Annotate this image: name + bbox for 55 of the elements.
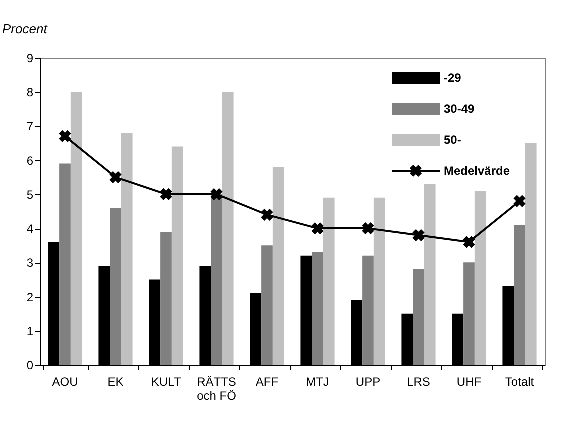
bar	[464, 262, 475, 365]
y-tick-label: 9	[26, 52, 34, 66]
y-tick-label: 5	[26, 188, 34, 202]
point	[463, 236, 476, 248]
point	[261, 208, 274, 221]
legend-label: -29	[444, 71, 462, 85]
point	[59, 130, 72, 143]
x-tick-label: Totalt	[505, 375, 535, 389]
point	[110, 171, 122, 184]
legend-label: Medelvärde	[444, 164, 510, 178]
bar	[514, 225, 526, 365]
x-tick-label: MTJ	[306, 375, 330, 389]
bar	[121, 133, 133, 365]
y-tick-label: 2	[26, 290, 34, 304]
bar	[525, 143, 537, 365]
x-tick-label: EK	[108, 375, 124, 389]
bar	[272, 167, 284, 365]
point	[210, 188, 223, 201]
bar	[160, 232, 172, 365]
bar	[323, 198, 335, 365]
y-tick-label: 1	[26, 324, 34, 338]
y-tick-label: 4	[26, 222, 34, 236]
x-tick-label: AFF	[256, 375, 279, 389]
bar	[474, 191, 486, 365]
bar	[262, 246, 273, 365]
bar	[211, 194, 222, 365]
y-tick-label: 3	[26, 256, 34, 270]
x-tick-label: UPP	[356, 375, 381, 389]
bar	[424, 184, 436, 365]
legend-label: 30-49	[444, 102, 476, 116]
y-tick-label: 8	[26, 86, 34, 100]
y-axis-title: Procent	[2, 22, 49, 36]
bar	[222, 92, 234, 365]
x-tick-label: UHF	[456, 375, 482, 389]
point	[362, 222, 374, 235]
y-tick-label: 6	[26, 154, 34, 168]
bar	[172, 146, 184, 365]
y-tick-label: 0	[26, 358, 34, 372]
y-tick-label: 7	[26, 120, 34, 134]
bar	[110, 208, 122, 365]
bar	[312, 252, 324, 365]
bar	[70, 92, 82, 365]
point	[514, 195, 526, 208]
bar	[413, 269, 424, 365]
point	[160, 188, 172, 201]
bar	[362, 256, 374, 365]
x-tick-label: LRS	[407, 375, 430, 389]
x-tick-label: KULT	[151, 375, 182, 389]
point	[312, 222, 324, 235]
legend-label: 50-	[444, 133, 462, 147]
x-tick-label: AOU	[52, 375, 78, 389]
x-tick-label: RÄTTS och FÖ	[197, 375, 236, 403]
bar	[374, 198, 386, 365]
bar	[60, 164, 71, 365]
point	[412, 229, 425, 242]
